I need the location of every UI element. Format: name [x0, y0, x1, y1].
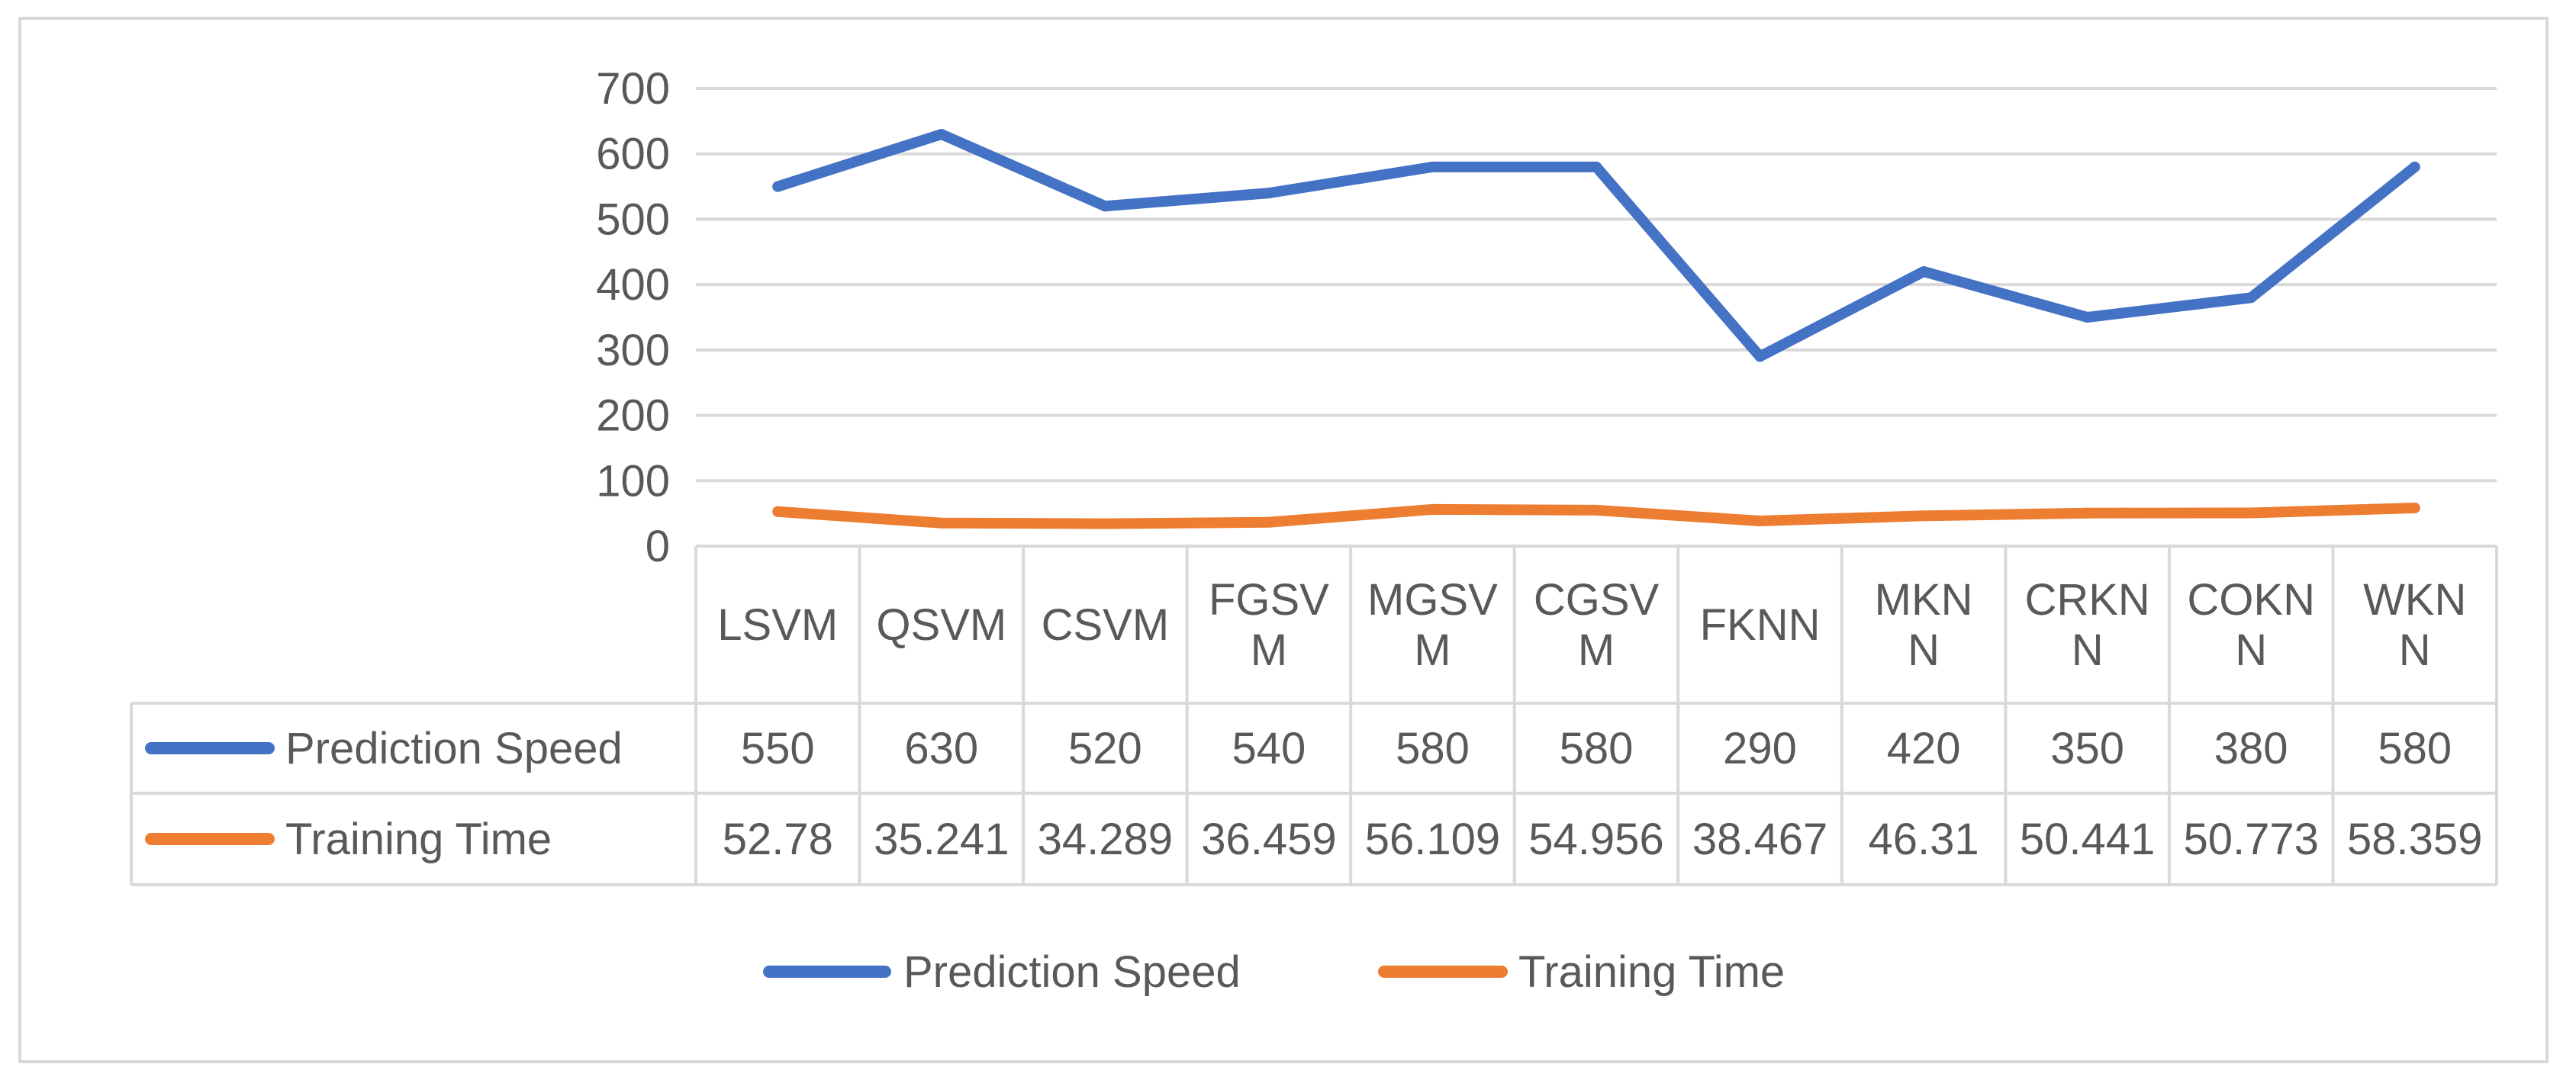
- chart-frame: 0 100 200 300 400 500 600 700 LSVM QSVM CSVM FGSV M…: [18, 17, 2549, 1063]
- table-cell-value: 290: [1723, 724, 1797, 773]
- table-cell-value: 56.109: [1365, 815, 1500, 864]
- table-cell-value: 380: [2214, 724, 2288, 773]
- x-category-label: MKN N: [1875, 575, 1973, 675]
- x-category-label: CGSV M: [1534, 575, 1660, 675]
- data-point: [1100, 518, 1111, 529]
- y-tick-label: 700: [596, 64, 670, 114]
- y-tick-label: 100: [596, 456, 670, 506]
- legend-label: Prediction Speed: [903, 947, 1241, 997]
- data-point: [772, 181, 784, 192]
- data-point: [1918, 510, 1930, 522]
- table-cell-value: 34.289: [1038, 815, 1173, 864]
- table-cell-value: 36.459: [1201, 815, 1336, 864]
- y-tick-label: 500: [596, 194, 670, 244]
- table-cell-value: 50.773: [2183, 815, 2318, 864]
- data-point: [1263, 516, 1274, 528]
- y-tick-label: 0: [646, 522, 670, 571]
- data-point: [1591, 504, 1602, 516]
- data-point: [935, 129, 947, 140]
- data-point: [2409, 161, 2420, 172]
- table-cell-value: 520: [1068, 724, 1142, 773]
- x-category-label: CRKN N: [2024, 575, 2149, 675]
- data-point: [1427, 161, 1438, 172]
- data-point: [2246, 507, 2257, 519]
- data-point: [1427, 503, 1438, 515]
- x-category-label: CSVM: [1042, 600, 1170, 650]
- y-axis-tick-labels: 0 100 200 300 400 500 600 700: [596, 64, 670, 571]
- data-table: LSVM QSVM CSVM FGSV M MGSV M CGSV M FKNN MKN N CRKN N…: [130, 546, 2498, 886]
- y-tick-label: 400: [596, 260, 670, 310]
- data-point: [2082, 312, 2093, 323]
- y-tick-label: 300: [596, 326, 670, 375]
- table-cell-value: 54.956: [1528, 815, 1663, 864]
- x-category-label: FKNN: [1700, 600, 1821, 650]
- series-lines: [772, 129, 2420, 529]
- table-cell-value: 540: [1232, 724, 1306, 773]
- legend-label: Training Time: [1518, 947, 1785, 997]
- table-cell-value: 580: [1560, 724, 1634, 773]
- table-cell-value: 350: [2050, 724, 2124, 773]
- data-point: [1918, 266, 1930, 277]
- table-cell-value: 58.359: [2347, 815, 2482, 864]
- table-cell-value: 580: [2378, 724, 2452, 773]
- data-point: [935, 517, 947, 529]
- data-point: [2409, 502, 2420, 513]
- table-cell-value: 46.31: [1869, 815, 1979, 864]
- table-cell-value: 550: [741, 724, 815, 773]
- gridlines: [696, 87, 2497, 548]
- x-category-label: LSVM: [717, 600, 838, 650]
- table-series-name: Training Time: [285, 815, 552, 864]
- data-point: [1263, 188, 1274, 199]
- data-point: [2082, 507, 2093, 519]
- data-point: [1754, 351, 1766, 362]
- x-category-label: MGSV M: [1367, 575, 1498, 675]
- table-cell-value: 630: [904, 724, 978, 773]
- data-point: [1591, 161, 1602, 172]
- table-cell-value: 420: [1887, 724, 1961, 773]
- x-category-label: WKN N: [2363, 575, 2466, 675]
- y-tick-label: 600: [596, 130, 670, 179]
- y-tick-label: 200: [596, 391, 670, 441]
- table-cell-value: 52.78: [723, 815, 833, 864]
- data-point: [2246, 292, 2257, 304]
- x-category-label: QSVM: [876, 600, 1006, 650]
- x-category-label: COKN N: [2187, 575, 2315, 675]
- table-cell-value: 38.467: [1692, 815, 1827, 864]
- line-chart: 0 100 200 300 400 500 600 700 LSVM QSVM CSVM FGSV M…: [130, 64, 2498, 997]
- table-series-name: Prediction Speed: [285, 724, 623, 773]
- legend: Prediction Speed Training Time: [763, 947, 1785, 997]
- table-cell-value: 580: [1396, 724, 1470, 773]
- data-point: [1100, 201, 1111, 212]
- table-cell-value: 35.241: [874, 815, 1009, 864]
- data-point: [1754, 516, 1766, 527]
- table-cell-value: 50.441: [2020, 815, 2155, 864]
- x-category-label: FGSV M: [1209, 575, 1329, 675]
- data-point: [772, 506, 784, 517]
